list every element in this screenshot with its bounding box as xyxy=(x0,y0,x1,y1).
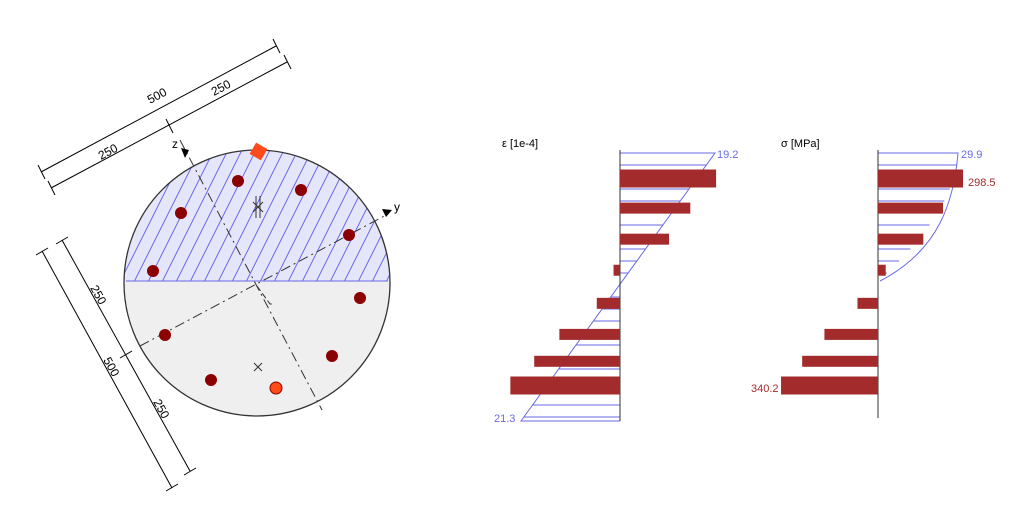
z-axis-arrow: z xyxy=(172,137,189,158)
rebar xyxy=(354,292,366,304)
strain-bar xyxy=(510,376,620,395)
rebar xyxy=(326,350,338,362)
tension-centroid-marker xyxy=(253,362,263,372)
z-axis-label: z xyxy=(172,137,178,151)
stress-bar xyxy=(824,328,878,340)
left-dimension xyxy=(35,236,197,492)
principal-axis-hint xyxy=(256,285,274,305)
stress-bar xyxy=(802,355,878,367)
rebar-critical xyxy=(269,381,283,395)
stress-bar xyxy=(878,264,886,276)
strain-chart: ε [1e-4] 19.2 14.9 17.0 21.3 xyxy=(494,138,738,425)
stress-bar xyxy=(878,233,924,245)
dim-top-total: 500 xyxy=(145,85,170,107)
stress-chart-title: σ [MPa] xyxy=(781,138,820,150)
dim-left-lower: 250 xyxy=(150,397,172,422)
strain-top-label: 19.2 xyxy=(717,149,738,161)
dim-left-upper: 250 xyxy=(87,283,109,308)
strain-bar xyxy=(620,233,670,245)
rebar xyxy=(175,207,187,219)
strain-bar xyxy=(596,297,620,309)
stress-top-label: 29.9 xyxy=(961,149,982,161)
rebar xyxy=(205,374,217,386)
strain-bar xyxy=(620,169,717,188)
rebar xyxy=(343,229,355,241)
z-axis-line xyxy=(179,139,323,411)
strain-bar xyxy=(559,328,620,340)
strain-bottom-label: 21.3 xyxy=(494,413,515,425)
stress-bar xyxy=(878,169,964,188)
stress-bar xyxy=(878,202,943,214)
dim-left-total: 500 xyxy=(100,355,122,380)
strain-peak-top-label: 14.9 xyxy=(686,177,707,189)
stress-bar xyxy=(857,297,878,309)
strain-bar xyxy=(620,202,691,214)
stress-bar xyxy=(781,376,878,395)
rebar xyxy=(295,184,307,196)
cross-section: z y xyxy=(123,137,400,417)
stress-peak-top-label: 298.5 xyxy=(968,177,996,189)
compression-centroid-marker xyxy=(252,196,264,218)
strain-peak-bottom-label: 17.0 xyxy=(514,383,535,395)
dim-top-left: 250 xyxy=(96,141,121,163)
strain-profile xyxy=(520,152,716,422)
rebar xyxy=(232,175,244,187)
extreme-fibre-marker xyxy=(249,142,268,161)
rebar xyxy=(147,265,159,277)
stress-chart: σ [MPa] 29.9 298.5 340.2 xyxy=(751,138,996,418)
top-dimension xyxy=(37,38,292,196)
rebar xyxy=(159,329,171,341)
stress-peak-bottom-label: 340.2 xyxy=(751,383,779,395)
rebar-group xyxy=(147,175,366,395)
stress-profile xyxy=(878,152,959,282)
strain-bar xyxy=(613,264,620,276)
y-axis-arrow: y xyxy=(382,200,400,217)
strain-chart-title: ε [1e-4] xyxy=(502,138,538,150)
y-axis-label: y xyxy=(394,200,400,214)
strain-bar xyxy=(534,355,620,367)
